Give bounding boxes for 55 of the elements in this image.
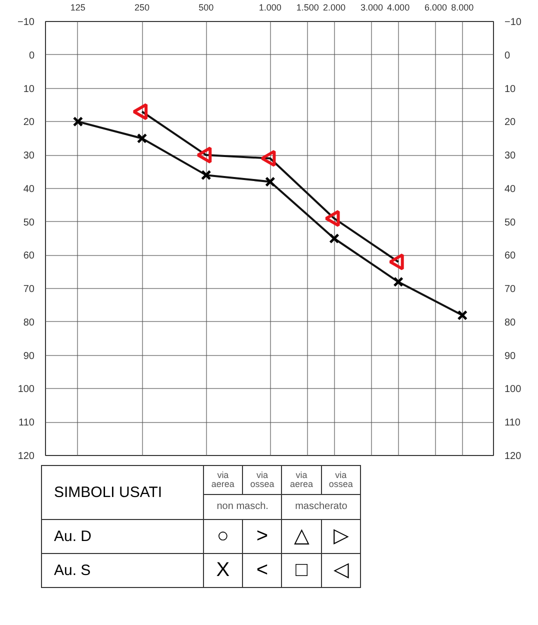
y-tick-label: −10: [18, 17, 35, 28]
y2-tick-label: 0: [504, 50, 510, 62]
y-tick-label: 20: [23, 117, 35, 128]
x-tick-label: 1.000: [258, 2, 282, 12]
y-tick-label: 110: [18, 418, 35, 429]
x-tick-label: 1.500: [296, 2, 319, 12]
y2-tick-label: 60: [504, 250, 516, 262]
y-tick-label: 80: [23, 317, 35, 328]
x-tick-label: 2.000: [322, 2, 346, 12]
text: Au. S: [42, 554, 204, 588]
text: ◁: [321, 554, 360, 588]
text: via aerea: [203, 466, 243, 495]
text: ▷: [321, 520, 360, 554]
y-tick-label: 30: [23, 150, 35, 162]
text: △: [282, 520, 322, 554]
y-tick-label: 120: [18, 451, 35, 462]
x-tick-label: 250: [134, 2, 150, 12]
x-tick-label: 500: [198, 2, 214, 12]
y2-tick-label: 90: [504, 350, 516, 362]
y2-tick-label: 120: [504, 451, 522, 462]
y2-tick-label: 110: [504, 418, 521, 429]
text: Au. D: [42, 520, 204, 554]
text: ○: [203, 520, 243, 554]
x-tick-label: 125: [70, 2, 86, 12]
text: via aerea: [282, 466, 322, 495]
y-tick-label: 60: [23, 250, 35, 262]
text: □: [282, 554, 322, 588]
y-tick-label: 70: [23, 284, 35, 296]
y2-tick-label: 80: [504, 317, 516, 328]
x-tick-label: 4.000: [387, 2, 410, 12]
y-tick-label: 100: [18, 384, 35, 396]
y2-tick-label: 20: [504, 117, 516, 128]
x-tick-label: 8.000: [451, 2, 474, 12]
text: >: [242, 520, 282, 554]
y2-tick-label: 70: [504, 284, 516, 296]
y2-tick-label: 50: [504, 217, 516, 228]
text: via ossea: [321, 466, 360, 495]
text: non masch.: [203, 494, 282, 520]
y-tick-label: 50: [23, 217, 35, 228]
x-tick-label: 3.000: [360, 2, 383, 12]
y-tick-label: 90: [23, 350, 35, 362]
y2-tick-label: 30: [504, 150, 516, 162]
x-tick-label: 6.000: [424, 2, 448, 12]
y-tick-label: 0: [28, 50, 35, 62]
text: via ossea: [242, 466, 282, 495]
y-tick-label: 10: [23, 84, 35, 95]
text: mascherato: [282, 494, 360, 520]
y2-tick-label: −10: [504, 17, 522, 28]
text: X: [203, 554, 243, 588]
text: <: [242, 554, 282, 588]
y-tick-label: 40: [23, 184, 35, 195]
y2-tick-label: 100: [504, 384, 522, 396]
y2-tick-label: 10: [504, 84, 516, 95]
text: SIMBOLI USATI: [42, 466, 204, 520]
y2-tick-label: 40: [504, 184, 516, 195]
